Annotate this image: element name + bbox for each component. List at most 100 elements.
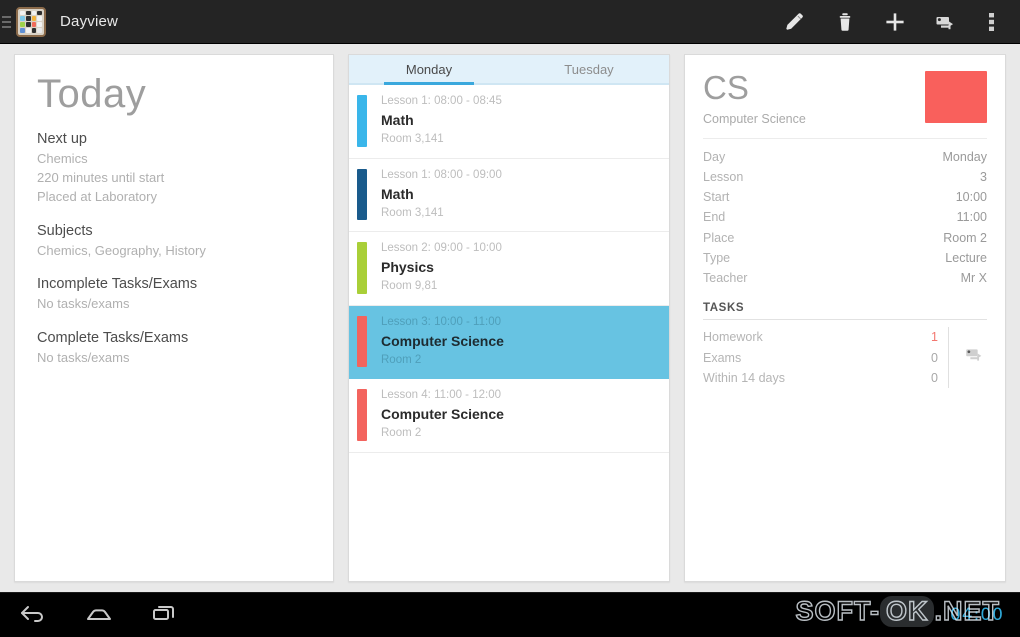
day-tabs: Monday Tuesday bbox=[349, 55, 669, 85]
lesson-room: Room 9,81 bbox=[381, 280, 438, 293]
lesson-row[interactable]: Lesson 3: 10:00 - 11:00 Computer Science R… bbox=[349, 305, 669, 379]
today-section-heading: Subjects bbox=[37, 222, 93, 239]
nav-back-button[interactable] bbox=[0, 593, 66, 637]
tasks-section-title: TASKS bbox=[703, 302, 745, 315]
detail-field: Teacher Mr X bbox=[703, 268, 987, 288]
today-section-heading: Incomplete Tasks/Exams bbox=[37, 276, 198, 293]
tasks-labels: Homework Exams Within 14 days bbox=[703, 327, 931, 388]
today-section: Incomplete Tasks/Exams No tasks/exams bbox=[37, 276, 311, 314]
today-section: Complete Tasks/Exams No tasks/exams bbox=[37, 330, 311, 368]
note-plus-icon bbox=[933, 10, 957, 34]
lesson-text: Lesson 1: 08:00 - 09:00 Math Room 3,141 bbox=[367, 167, 512, 223]
lesson-detail-card: CS Computer Science Day Monday Lesson 3 Star… bbox=[684, 54, 1006, 582]
app-icon-tile bbox=[31, 10, 37, 16]
status-clock: 04:00 bbox=[950, 605, 1004, 625]
app-icon-tile bbox=[25, 16, 31, 21]
today-sections: Next up Chemics 220 minutes until start Pla… bbox=[37, 131, 311, 368]
app-icon-tile bbox=[37, 10, 42, 16]
tasks-counts: 1 0 0 bbox=[931, 327, 948, 388]
task-row-count: 0 bbox=[931, 370, 938, 385]
task-row-label: Homework bbox=[703, 330, 763, 345]
detail-field-key: Teacher bbox=[703, 271, 748, 286]
lesson-text: Lesson 1: 08:00 - 08:45 Math Room 3,141 bbox=[367, 93, 512, 149]
lesson-row[interactable]: Lesson 1: 08:00 - 09:00 Math Room 3,141 bbox=[349, 158, 669, 232]
detail-field: Type Lecture bbox=[703, 248, 987, 268]
detail-field-value: Room 2 bbox=[943, 230, 987, 245]
lesson-row[interactable]: Lesson 1: 08:00 - 08:45 Math Room 3,141 bbox=[349, 85, 669, 159]
detail-field-key: End bbox=[703, 210, 726, 225]
lesson-row[interactable]: Lesson 2: 09:00 - 10:00 Physics Room 9,81 bbox=[349, 232, 669, 306]
detail-field-key: Lesson bbox=[703, 169, 744, 184]
detail-divider bbox=[703, 137, 987, 139]
lesson-text: Lesson 4: 11:00 - 12:00 Computer Science R… bbox=[367, 387, 514, 443]
detail-field-value: 10:00 bbox=[955, 190, 987, 205]
detail-header: CS Computer Science bbox=[703, 69, 987, 126]
pencil-icon bbox=[784, 11, 806, 33]
detail-field-value: Lecture bbox=[945, 250, 987, 265]
note-plus-icon bbox=[961, 349, 987, 369]
app-icon-tile bbox=[37, 16, 42, 21]
drawer-grip-icon[interactable] bbox=[0, 0, 14, 44]
detail-title-block: CS Computer Science bbox=[703, 69, 806, 125]
tasks-divider-line bbox=[703, 319, 987, 321]
page-title: Today bbox=[37, 72, 147, 116]
task-row-label: Exams bbox=[703, 350, 742, 365]
tasks-add-button[interactable] bbox=[961, 327, 987, 370]
today-section-heading: Next up bbox=[37, 131, 87, 147]
detail-field-key: Type bbox=[703, 250, 731, 265]
app-icon-tile bbox=[20, 16, 25, 21]
lesson-row[interactable]: Lesson 4: 11:00 - 12:00 Computer Science R… bbox=[349, 379, 669, 453]
lesson-subject: Math bbox=[381, 112, 414, 129]
app-icon-tile bbox=[20, 10, 25, 16]
today-section-heading: Complete Tasks/Exams bbox=[37, 330, 189, 347]
today-section-line: No tasks/exams bbox=[37, 350, 130, 366]
subject-abbreviation: CS bbox=[703, 69, 749, 106]
tab-monday[interactable]: Monday bbox=[349, 55, 509, 85]
lesson-room: Room 3,141 bbox=[381, 206, 444, 219]
detail-field: End 11:00 bbox=[703, 207, 987, 227]
detail-field-list: Day Monday Lesson 3 Start 10:00 End 11:00 Place R… bbox=[703, 147, 987, 289]
lesson-subject: Physics bbox=[381, 259, 434, 276]
lesson-subject: Computer Science bbox=[381, 406, 504, 423]
today-section: Next up Chemics 220 minutes until start Pla… bbox=[37, 131, 311, 207]
today-section-line: No tasks/exams bbox=[37, 296, 130, 312]
app-icon-tile bbox=[31, 22, 37, 27]
app-icon-tile bbox=[31, 16, 37, 21]
task-row-count: 0 bbox=[931, 350, 938, 365]
app-icon-tile bbox=[25, 10, 31, 16]
overflow-menu-button[interactable] bbox=[970, 0, 1014, 44]
subject-color-swatch bbox=[925, 71, 987, 123]
edit-button[interactable] bbox=[770, 0, 820, 44]
task-row-label: Within 14 days bbox=[703, 370, 785, 385]
lesson-list[interactable]: Lesson 1: 08:00 - 08:45 Math Room 3,141 Les… bbox=[349, 85, 669, 453]
app-grid-icon bbox=[16, 6, 46, 37]
lesson-room: Room 3,141 bbox=[381, 133, 444, 146]
detail-field: Place Room 2 bbox=[703, 228, 987, 248]
lesson-color-bar bbox=[357, 389, 367, 441]
lesson-color-bar bbox=[357, 315, 367, 367]
task-row-count: 1 bbox=[931, 330, 938, 345]
tasks-vertical-divider bbox=[948, 327, 949, 389]
app-icon-tile bbox=[25, 22, 31, 27]
nav-home-button[interactable] bbox=[66, 593, 132, 637]
tab-tuesday[interactable]: Tuesday bbox=[564, 61, 614, 77]
content-area: Today Next up Chemics 220 minutes until st… bbox=[0, 44, 1020, 592]
system-nav-bar: 04:00 bbox=[0, 592, 1020, 637]
today-section-line: 220 minutes until start bbox=[37, 169, 165, 185]
detail-field-value: Mr X bbox=[960, 271, 987, 286]
nav-recents-button[interactable] bbox=[132, 593, 198, 637]
detail-inner: CS Computer Science Day Monday Lesson 3 Star… bbox=[685, 55, 1005, 389]
add-task-button[interactable] bbox=[920, 0, 970, 44]
app-icon-tile bbox=[20, 27, 25, 33]
action-bar: Dayview bbox=[0, 0, 1020, 44]
delete-button[interactable] bbox=[820, 0, 870, 44]
more-vertical-icon bbox=[989, 11, 995, 33]
today-section: Subjects Chemics, Geography, History bbox=[37, 223, 311, 261]
add-button[interactable] bbox=[870, 0, 920, 44]
today-section-line: Chemics bbox=[37, 151, 88, 166]
detail-field-key: Day bbox=[703, 149, 726, 164]
detail-field-key: Place bbox=[703, 230, 735, 245]
app-icon-tile bbox=[31, 27, 37, 33]
app-icon-tile bbox=[20, 22, 25, 27]
